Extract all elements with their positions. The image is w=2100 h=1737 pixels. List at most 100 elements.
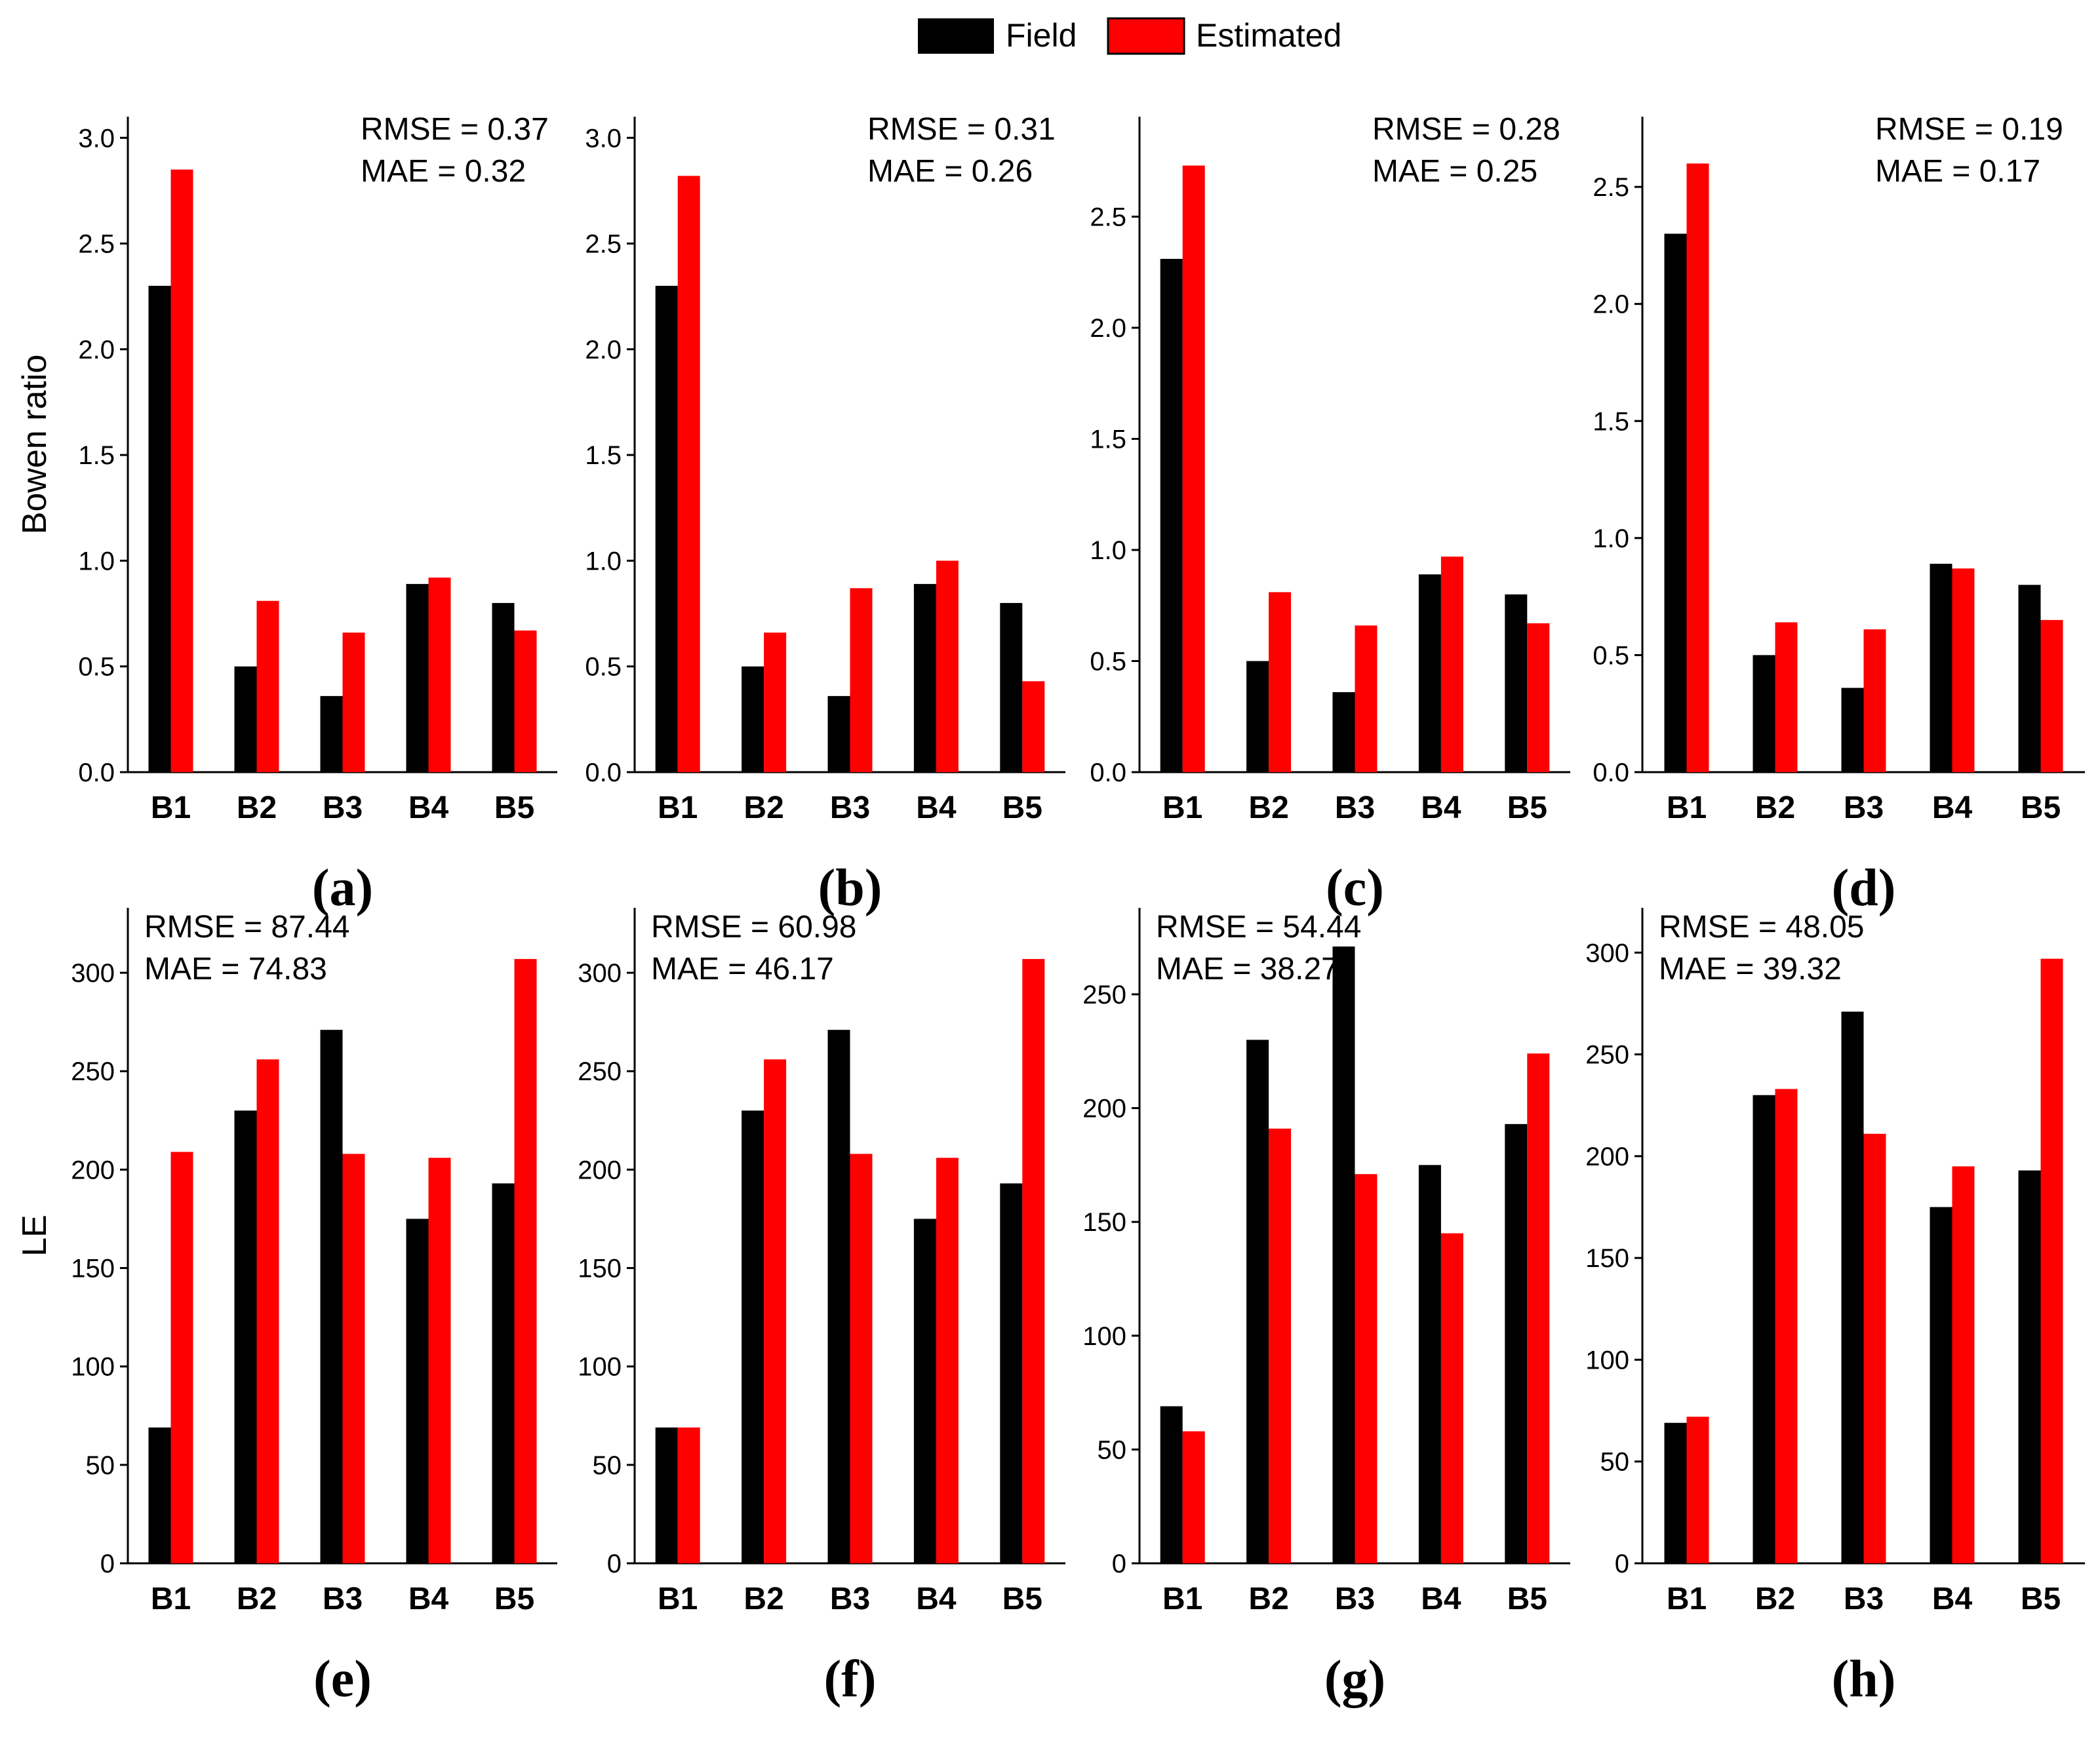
y-tick-label: 0.0	[78, 758, 115, 787]
x-tick-label: B1	[151, 1582, 191, 1616]
y-tick-label: 0.5	[1090, 648, 1126, 676]
x-tick-label: B2	[1755, 790, 1795, 825]
bar-field-b4	[406, 583, 429, 772]
x-tick-label: B1	[151, 790, 191, 825]
bar-field-b1	[148, 286, 171, 772]
bar-estimated-b2	[256, 600, 279, 772]
bar-estimated-b1	[170, 169, 193, 773]
bar-field-b5	[2018, 1170, 2041, 1563]
bar-estimated-b1	[677, 176, 700, 772]
panel-label: (g)	[1324, 1650, 1385, 1708]
bar-field-b3	[320, 695, 343, 772]
x-tick-label: B1	[1667, 1582, 1707, 1616]
bar-field-b1	[1160, 258, 1183, 772]
mae-annotation: MAE = 46.17	[651, 952, 834, 986]
bar-field-b3	[1841, 1011, 1864, 1563]
y-tick-label: 3.0	[78, 124, 115, 153]
bar-estimated-b4	[1440, 1233, 1463, 1563]
x-tick-label: B4	[916, 790, 957, 825]
y-tick-label: 150	[578, 1255, 622, 1283]
bar-field-b4	[913, 1219, 936, 1563]
bar-field-b3	[827, 695, 850, 772]
bar-estimated-b1	[1686, 163, 1709, 772]
y-tick-label: 2.5	[585, 230, 622, 259]
x-tick-label: B3	[323, 1582, 363, 1616]
y-tick-label: 1.0	[1090, 536, 1126, 565]
y-tick-label: 0	[100, 1550, 115, 1578]
y-tick-label: 1.0	[1593, 524, 1629, 553]
y-tick-label: 100	[578, 1353, 622, 1382]
y-tick-label: 0.5	[78, 653, 115, 682]
y-tick-label: 1.5	[1090, 425, 1126, 454]
x-tick-label: B4	[1421, 1582, 1461, 1616]
y-tick-label: 50	[1098, 1435, 1127, 1464]
x-tick-label: B3	[1844, 790, 1884, 825]
panel-label: (h)	[1832, 1650, 1896, 1708]
bar-estimated-b4	[428, 577, 451, 772]
bar-estimated-b3	[1863, 1133, 1886, 1563]
bar-field-b2	[742, 666, 764, 772]
mae-annotation: MAE = 39.32	[1659, 952, 1842, 986]
y-axis-label: Bowen ratio	[16, 355, 54, 535]
legend-label-field: Field	[1006, 17, 1077, 54]
bar-field-b1	[1160, 1406, 1183, 1563]
bar-estimated-b3	[850, 588, 873, 772]
y-tick-label: 50	[86, 1451, 115, 1480]
y-tick-label: 1.5	[78, 441, 115, 470]
bar-field-b3	[1332, 692, 1355, 772]
bar-estimated-b2	[1269, 592, 1292, 772]
y-tick-label: 1.5	[1593, 407, 1629, 436]
bar-field-b5	[2018, 585, 2041, 772]
chart-panel-2: 0.0 0.5 1.0 1.5 2.0 2.5 3.0 B1 B2 B3 B4 B5 RMSE = 0.…	[585, 112, 1065, 917]
bar-field-b4	[1418, 1165, 1441, 1563]
bar-field-b2	[234, 666, 257, 772]
x-tick-label: B1	[658, 1582, 698, 1616]
bar-field-b3	[1841, 688, 1864, 772]
x-tick-label: B5	[1507, 790, 1547, 825]
bar-estimated-b2	[764, 633, 787, 772]
bar-field-b3	[827, 1030, 850, 1563]
y-tick-label: 0.5	[585, 653, 622, 682]
y-tick-label: 100	[1082, 1322, 1126, 1351]
y-tick-label: 50	[1600, 1448, 1630, 1477]
x-tick-label: B4	[916, 1582, 957, 1616]
x-tick-label: B4	[1932, 790, 1973, 825]
y-tick-label: 150	[1585, 1244, 1629, 1273]
bar-estimated-b3	[850, 1154, 873, 1563]
bar-estimated-b1	[170, 1152, 193, 1563]
rmse-annotation: RMSE = 0.31	[867, 112, 1056, 147]
panel-label: (f)	[824, 1650, 877, 1708]
x-tick-label: B2	[743, 790, 783, 825]
y-tick-label: 100	[1585, 1346, 1629, 1375]
y-tick-label: 1.0	[78, 547, 115, 576]
x-tick-label: B1	[1162, 790, 1202, 825]
y-tick-label: 0	[1112, 1550, 1126, 1578]
x-tick-label: B3	[830, 1582, 870, 1616]
rmse-annotation: RMSE = 60.98	[651, 910, 857, 945]
y-tick-label: 2.0	[585, 336, 622, 364]
x-tick-label: B5	[494, 790, 534, 825]
bar-estimated-b5	[1022, 959, 1045, 1563]
x-tick-label: B4	[408, 790, 449, 825]
panel-label: (a)	[312, 859, 373, 917]
bar-field-b4	[1930, 1207, 1952, 1563]
bar-estimated-b5	[514, 959, 537, 1563]
x-tick-label: B5	[2021, 790, 2061, 825]
bar-estimated-b2	[764, 1059, 787, 1563]
y-tick-label: 2.5	[1090, 203, 1126, 232]
bar-field-b4	[1418, 574, 1441, 772]
y-tick-label: 0.0	[585, 758, 622, 787]
y-tick-label: 2.0	[1090, 314, 1126, 343]
y-tick-label: 300	[578, 959, 622, 988]
mae-annotation: MAE = 0.17	[1875, 154, 2040, 189]
bar-field-b1	[1664, 1422, 1687, 1563]
bar-estimated-b1	[1686, 1416, 1709, 1563]
y-tick-label: 0	[1615, 1550, 1629, 1578]
panel-label: (b)	[818, 859, 882, 917]
bar-field-b1	[655, 1427, 678, 1563]
legend-swatch-field	[918, 18, 994, 54]
chart-panel-6: 0 50 100 150 200 250 300 B1 B2 B3 B4 B5 RMSE = 60.98…	[578, 908, 1065, 1708]
mae-annotation: MAE = 38.27	[1156, 952, 1339, 986]
x-tick-label: B5	[2021, 1582, 2061, 1616]
x-tick-label: B3	[1844, 1582, 1884, 1616]
